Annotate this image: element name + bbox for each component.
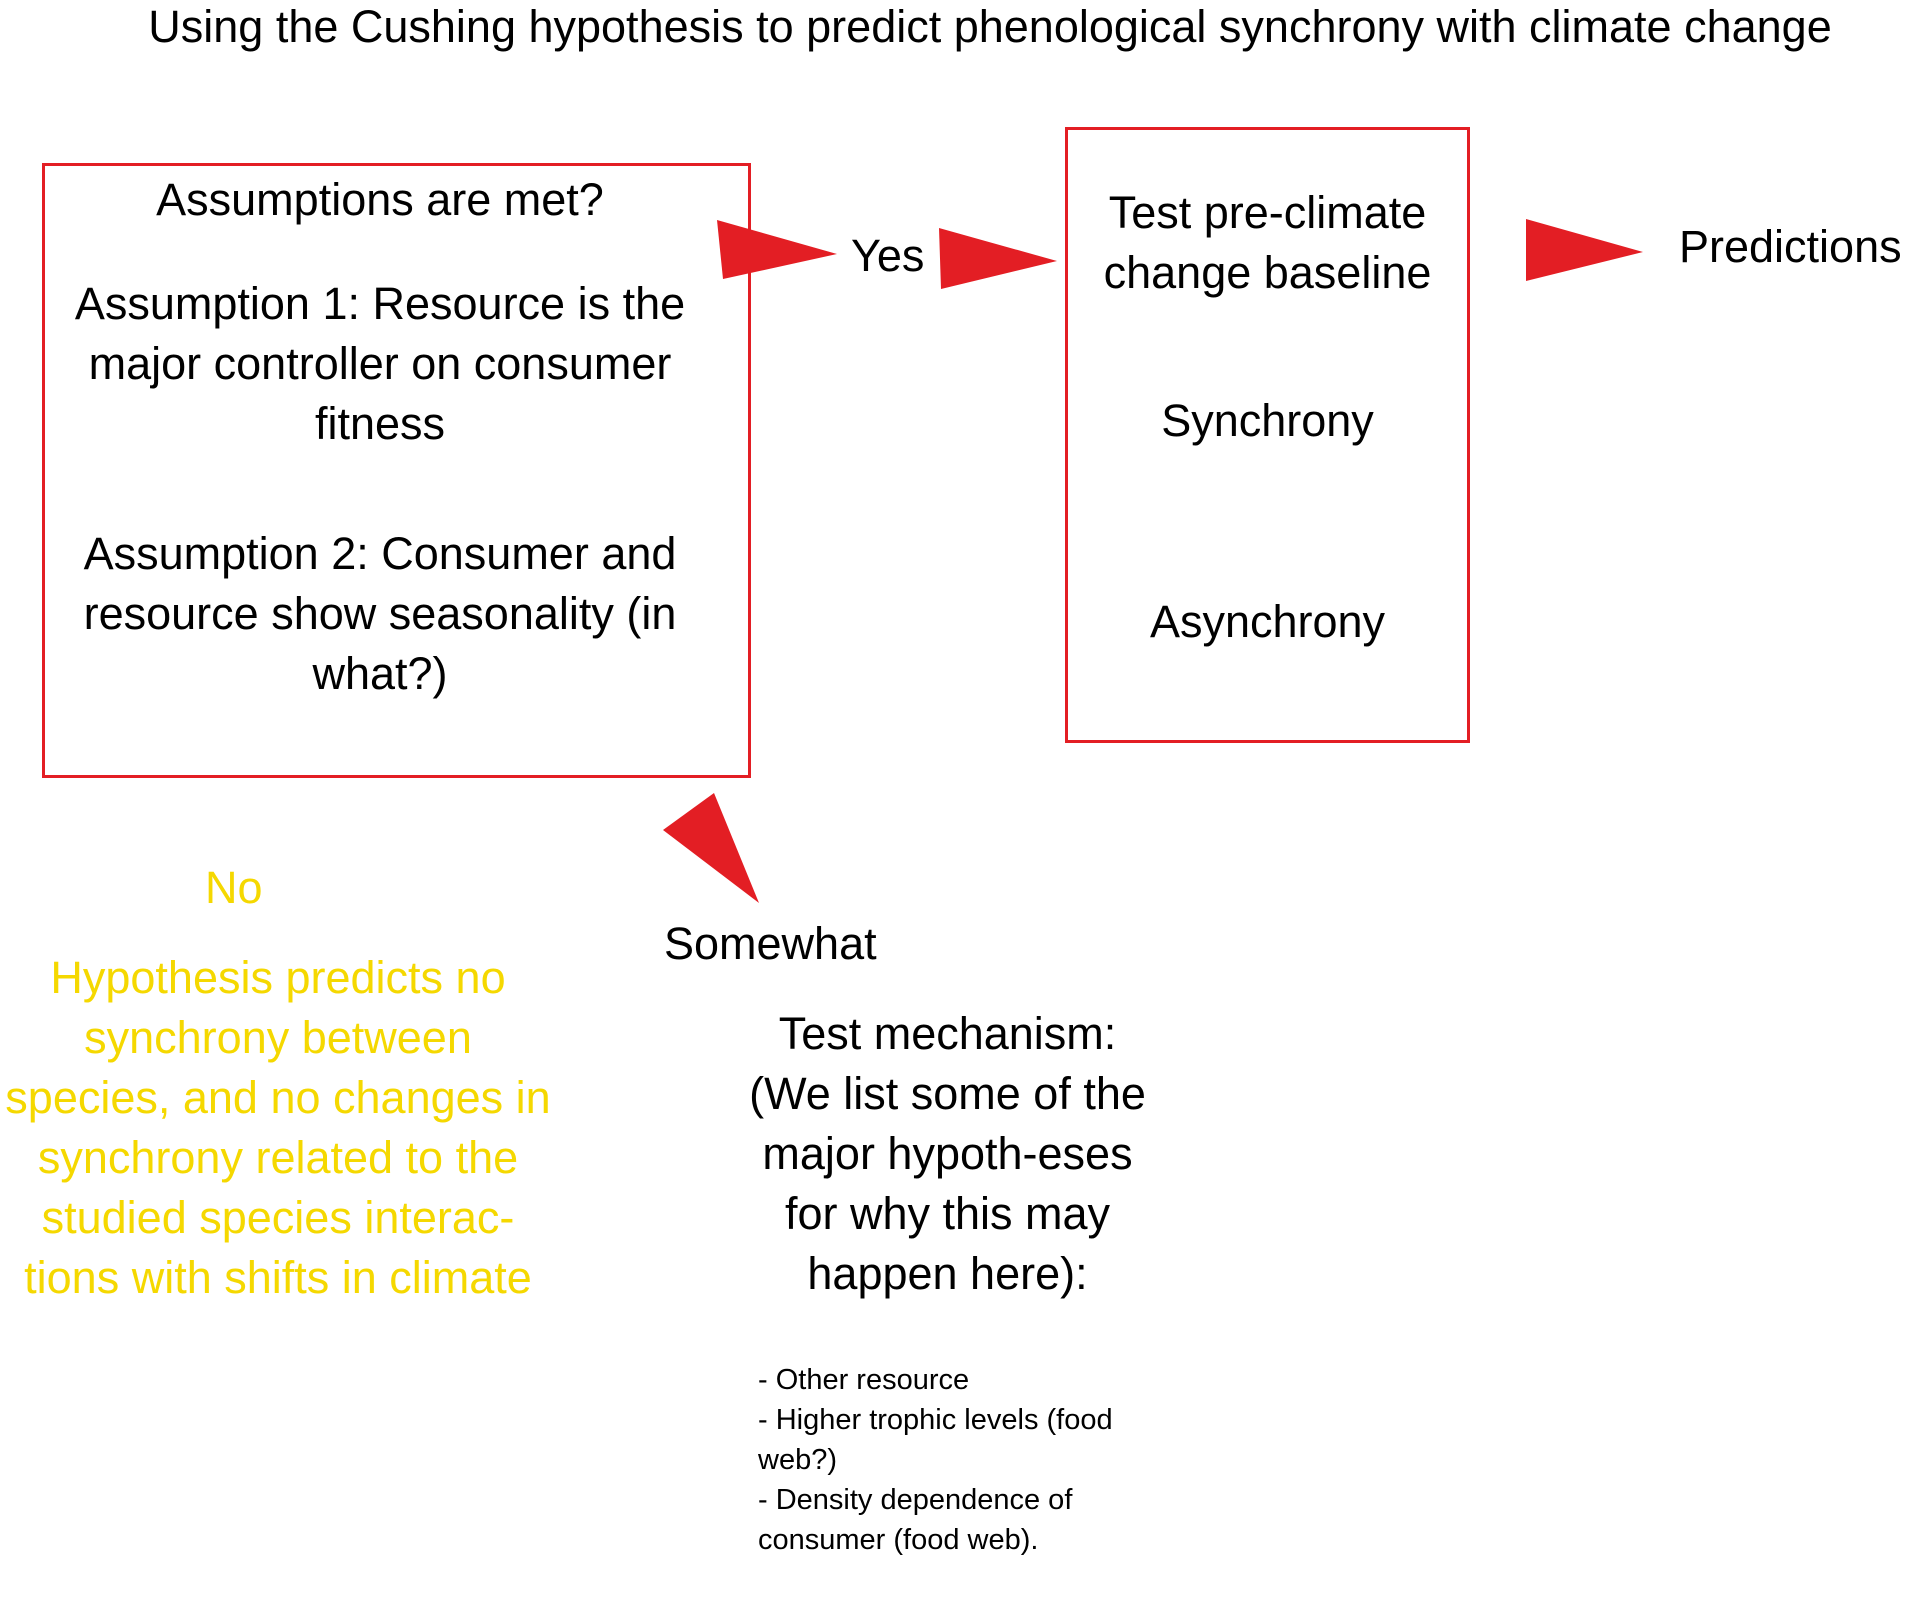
predictions-label: Predictions bbox=[1679, 221, 1902, 272]
somewhat-label: Somewhat bbox=[664, 918, 877, 969]
arrow-to-baseline bbox=[939, 228, 1057, 289]
mechanism-list: - Other resource - Higher trophic levels… bbox=[758, 1360, 1118, 1560]
no-label: No bbox=[205, 862, 263, 913]
arrow-to-predictions bbox=[1526, 219, 1643, 281]
no-branch-text: Hypothesis predicts no synchrony between… bbox=[5, 952, 551, 1303]
arrow-to-somewhat bbox=[663, 793, 759, 903]
assumption-1: Assumption 1: Resource is the major cont… bbox=[74, 278, 686, 449]
assumptions-box bbox=[42, 163, 751, 778]
mechanism-item-trophic: - Higher trophic levels (food web?) bbox=[758, 1404, 1113, 1476]
mechanism-heading: Test mechanism: (We list some of the maj… bbox=[749, 1008, 1146, 1299]
mechanism-item-other-resource: - Other resource bbox=[758, 1364, 970, 1396]
assumption-2: Assumption 2: Consumer and resource show… bbox=[83, 528, 677, 699]
baseline-box bbox=[1065, 127, 1470, 743]
yes-label: Yes bbox=[851, 230, 925, 281]
diagram-title: Using the Cushing hypothesis to predict … bbox=[148, 1, 1832, 52]
synchrony-option: Synchrony bbox=[1161, 395, 1374, 446]
assumptions-heading: Assumptions are met? bbox=[156, 174, 604, 225]
baseline-heading: Test pre-climate change baseline bbox=[1103, 187, 1432, 298]
arrow-to-yes bbox=[717, 220, 837, 279]
asynchrony-option: Asynchrony bbox=[1149, 596, 1386, 647]
mechanism-item-density: - Density dependence of consumer (food w… bbox=[758, 1484, 1073, 1556]
